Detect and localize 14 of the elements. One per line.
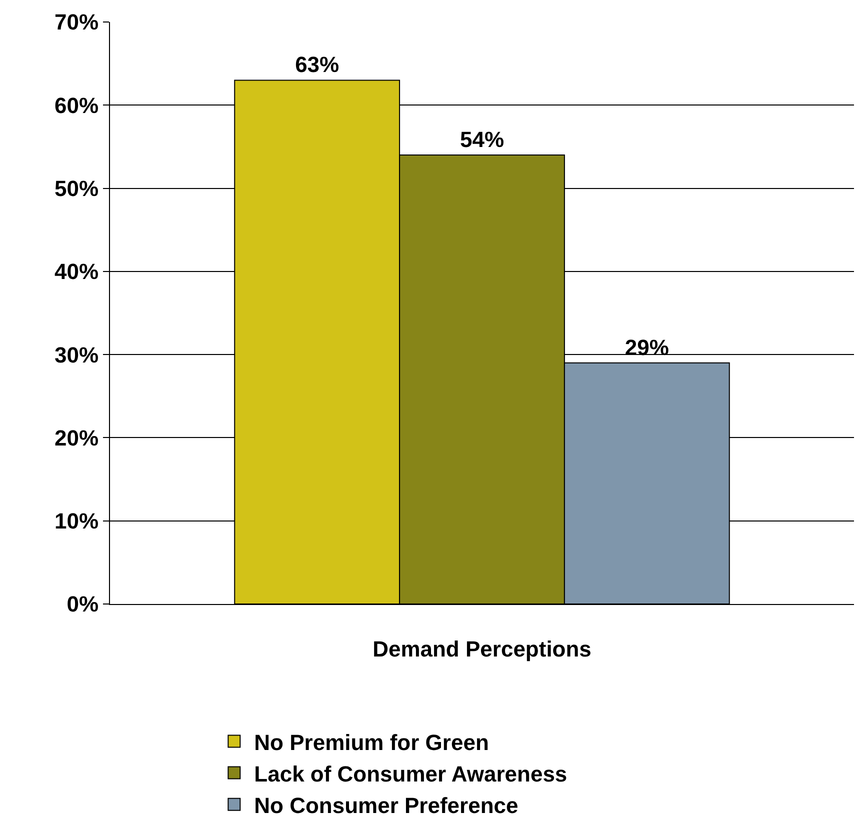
y-tick-label: 10%	[54, 508, 99, 534]
y-tick-label: 70%	[54, 10, 99, 35]
y-tick-label: 60%	[54, 92, 99, 118]
legend-label: No Premium for Green	[254, 730, 489, 755]
data-label: 63%	[295, 52, 340, 78]
x-tick-label: Demand Perceptions	[372, 636, 592, 662]
y-tick-label: 40%	[54, 259, 99, 284]
y-tick-label: 30%	[54, 342, 99, 368]
y-tick-label: 20%	[54, 425, 99, 450]
data-label: 54%	[460, 127, 504, 152]
y-tick-label: 0%	[66, 592, 99, 617]
legend-label: No Consumer Preference	[254, 792, 518, 818]
legend-label: Lack of Consumer Awareness	[254, 761, 568, 786]
y-tick-label: 50%	[54, 176, 99, 201]
